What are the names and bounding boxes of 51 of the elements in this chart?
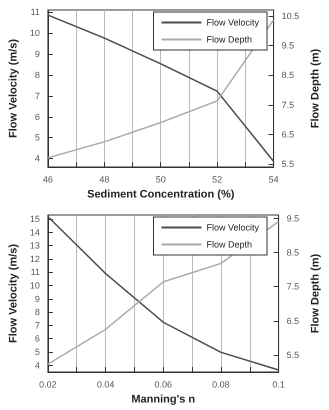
x-tick-label: 0.04 xyxy=(96,380,114,390)
y2-tick-label: 5.5 xyxy=(286,350,300,360)
y2-axis-title: Flow Depth (m) xyxy=(310,48,322,128)
y-tick-label: 4 xyxy=(34,360,40,370)
y-tick-label: 9 xyxy=(34,48,40,59)
y-tick-label: 13 xyxy=(30,240,40,251)
y-tick-label: 12 xyxy=(30,254,40,264)
y2-tick-label: 8.5 xyxy=(282,70,294,80)
x-tick-label: 46 xyxy=(42,174,53,184)
x-tick-label: 0.02 xyxy=(39,380,57,390)
y-tick-label: 6 xyxy=(34,334,40,344)
y2-tick-label: 10.5 xyxy=(282,10,300,21)
legend-label: Flow Depth xyxy=(206,34,252,44)
y2-tick-label: 5.5 xyxy=(282,159,294,170)
y-axis-title: Flow Velocity (m/s) xyxy=(8,244,20,344)
y-tick-label: 8 xyxy=(34,307,40,318)
y2-axis-title: Flow Depth (m) xyxy=(310,253,322,334)
y-axis-title: Flow Velocity (m/s) xyxy=(8,38,20,138)
y2-tick-label: 7.5 xyxy=(282,100,294,110)
y-tick-label: 4 xyxy=(34,154,40,164)
x-tick-label: 48 xyxy=(99,174,110,184)
x-tick-label: 0.06 xyxy=(154,380,172,390)
y-tick-label: 14 xyxy=(30,227,40,238)
x-tick-label: 0.08 xyxy=(212,380,230,390)
y-tick-label: 10 xyxy=(30,28,40,38)
y-tick-label: 6 xyxy=(34,112,40,122)
y-tick-label: 7 xyxy=(34,320,40,330)
x-axis-title: Manning's n xyxy=(131,394,196,406)
x-axis-title: Sediment Concentration (%) xyxy=(87,188,235,200)
y2-tick-label: 8.5 xyxy=(286,248,300,258)
x-tick-label: 52 xyxy=(212,174,222,184)
y-tick-label: 9 xyxy=(34,294,40,304)
y-tick-label: 15 xyxy=(30,214,40,224)
y-tick-label: 11 xyxy=(30,267,40,278)
legend-label: Flow Velocity xyxy=(206,222,260,232)
y-tick-label: 5 xyxy=(34,347,40,358)
x-tick-label: 50 xyxy=(156,174,166,184)
y2-tick-label: 7.5 xyxy=(286,282,300,292)
y2-tick-label: 6.5 xyxy=(282,129,294,140)
legend-label: Flow Velocity xyxy=(206,18,260,28)
legend-label: Flow Depth xyxy=(206,240,252,250)
y2-tick-label: 6.5 xyxy=(286,316,300,326)
x-tick-label: 54 xyxy=(268,174,279,184)
y-tick-label: 11 xyxy=(30,7,40,18)
y-tick-label: 7 xyxy=(34,90,40,101)
y-tick-label: 10 xyxy=(30,280,40,291)
y2-tick-label: 9.5 xyxy=(286,213,300,224)
x-tick-label: 0.1 xyxy=(272,380,285,390)
y2-tick-label: 9.5 xyxy=(282,40,294,51)
y-tick-label: 8 xyxy=(34,70,40,80)
y-tick-label: 5 xyxy=(34,132,40,143)
